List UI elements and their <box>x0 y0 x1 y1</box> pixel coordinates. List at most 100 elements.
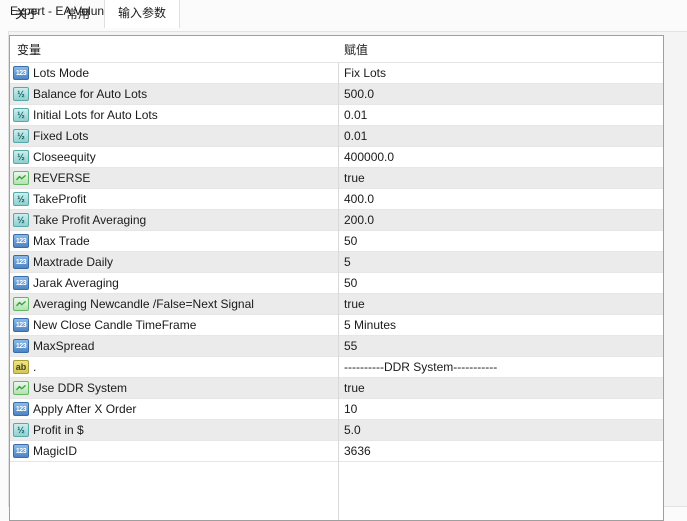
table-row[interactable]: ½ TakeProfit 400.0 <box>10 189 663 210</box>
table-row[interactable]: ½ Profit in $ 5.0 <box>10 420 663 441</box>
table-row[interactable]: Use DDR System true <box>10 378 663 399</box>
table-row[interactable]: 123 MagicID 3636 <box>10 441 663 462</box>
param-value[interactable]: 500.0 <box>344 87 375 101</box>
type-icon-glyph: ½ <box>17 151 25 162</box>
param-name-cell: 123 Lots Mode <box>10 63 338 83</box>
type-icon-glyph: ½ <box>17 130 25 141</box>
table-row[interactable]: ½ Balance for Auto Lots 500.0 <box>10 84 663 105</box>
table-row[interactable]: 123 Apply After X Order 10 <box>10 399 663 420</box>
bool-type-icon <box>13 381 29 395</box>
param-name-cell: ½ Take Profit Averaging <box>10 210 338 230</box>
type-icon-glyph: 123 <box>15 342 27 350</box>
type-icon-glyph: 123 <box>15 447 27 455</box>
type-icon-glyph: 123 <box>15 237 27 245</box>
param-value[interactable]: 3636 <box>344 444 371 458</box>
param-value[interactable]: 0.01 <box>344 108 368 122</box>
param-name: Take Profit Averaging <box>33 213 147 227</box>
param-name: Profit in $ <box>33 423 84 437</box>
double-type-icon: ½ <box>13 192 29 206</box>
column-divider <box>338 36 339 520</box>
param-name: Use DDR System <box>33 381 128 395</box>
param-value[interactable]: 10 <box>344 402 358 416</box>
type-icon-glyph: 123 <box>15 405 27 413</box>
table-row[interactable]: 123 MaxSpread 55 <box>10 336 663 357</box>
integer-type-icon: 123 <box>13 339 29 353</box>
param-value[interactable]: true <box>344 297 365 311</box>
zigzag-line-icon <box>16 175 26 181</box>
table-row[interactable]: REVERSE true <box>10 168 663 189</box>
param-name-cell: REVERSE <box>10 168 338 188</box>
param-value[interactable]: 50 <box>344 234 358 248</box>
zigzag-line-icon <box>16 301 26 307</box>
type-icon-glyph: ½ <box>17 88 25 99</box>
table-row[interactable]: 123 New Close Candle TimeFrame 5 Minutes <box>10 315 663 336</box>
param-name-cell: Averaging Newcandle /False=Next Signal <box>10 294 338 314</box>
param-name-cell: 123 MagicID <box>10 441 338 461</box>
param-name: MaxSpread <box>33 339 95 353</box>
param-name: Balance for Auto Lots <box>33 87 148 101</box>
table-row[interactable]: 123 Lots Mode Fix Lots <box>10 63 663 84</box>
param-value[interactable]: 200.0 <box>344 213 375 227</box>
param-name-cell: ½ Closeequity <box>10 147 338 167</box>
param-value[interactable]: true <box>344 381 365 395</box>
param-value[interactable]: 400000.0 <box>344 150 395 164</box>
param-value[interactable]: true <box>344 171 365 185</box>
table-row[interactable]: Averaging Newcandle /False=Next Signal t… <box>10 294 663 315</box>
type-icon-glyph: ½ <box>17 214 25 225</box>
table-header-row: 变量 赋值 <box>10 36 663 63</box>
integer-type-icon: 123 <box>13 276 29 290</box>
tab-about[interactable]: 关于 <box>15 7 40 21</box>
table-row[interactable]: ½ Initial Lots for Auto Lots 0.01 <box>10 105 663 126</box>
param-name: Max Trade <box>33 234 90 248</box>
param-name: New Close Candle TimeFrame <box>33 318 197 332</box>
double-type-icon: ½ <box>13 87 29 101</box>
param-name-cell: 123 Apply After X Order <box>10 399 338 419</box>
param-value[interactable]: 5 <box>344 255 351 269</box>
param-name: REVERSE <box>33 171 91 185</box>
zigzag-line-icon <box>16 385 26 391</box>
param-value[interactable]: 50 <box>344 276 358 290</box>
param-name-cell: 123 Jarak Averaging <box>10 273 338 293</box>
param-value[interactable]: Fix Lots <box>344 66 387 80</box>
table-row[interactable]: 123 Maxtrade Daily 5 <box>10 252 663 273</box>
table-row[interactable]: ab . ----------DDR System----------- <box>10 357 663 378</box>
param-name-cell: Use DDR System <box>10 378 338 398</box>
integer-type-icon: 123 <box>13 318 29 332</box>
param-name-cell: 123 Max Trade <box>10 231 338 251</box>
table-row[interactable]: ½ Fixed Lots 0.01 <box>10 126 663 147</box>
param-name: Apply After X Order <box>33 402 137 416</box>
param-value[interactable]: 5 Minutes <box>344 318 397 332</box>
param-name-cell: ab . <box>10 357 338 377</box>
param-name: Closeequity <box>33 150 96 164</box>
double-type-icon: ½ <box>13 213 29 227</box>
type-icon-glyph: ab <box>15 361 27 372</box>
double-type-icon: ½ <box>13 150 29 164</box>
type-icon-glyph: 123 <box>15 258 27 266</box>
table-row[interactable]: ½ Closeequity 400000.0 <box>10 147 663 168</box>
tab-common[interactable]: 常用 <box>66 7 91 21</box>
param-value[interactable]: 400.0 <box>344 192 375 206</box>
bool-type-icon <box>13 171 29 185</box>
header-variable: 变量 <box>17 42 42 57</box>
integer-type-icon: 123 <box>13 444 29 458</box>
table-row[interactable]: 123 Max Trade 50 <box>10 231 663 252</box>
param-name: Jarak Averaging <box>33 276 119 290</box>
param-name-cell: 123 MaxSpread <box>10 336 338 356</box>
window-title: Expert - EA Volunteer <box>10 4 125 18</box>
param-name-cell: ½ Initial Lots for Auto Lots <box>10 105 338 125</box>
table-row[interactable]: ½ Take Profit Averaging 200.0 <box>10 210 663 231</box>
tab-strip: 关于 常用 输入参数 <box>2 0 181 28</box>
bool-type-icon <box>13 297 29 311</box>
param-name-cell: 123 Maxtrade Daily <box>10 252 338 272</box>
type-icon-glyph: ½ <box>17 424 25 435</box>
double-type-icon: ½ <box>13 423 29 437</box>
header-value: 赋值 <box>344 42 369 57</box>
param-value[interactable]: 5.0 <box>344 423 361 437</box>
param-value[interactable]: ----------DDR System----------- <box>344 360 498 374</box>
table-row[interactable]: 123 Jarak Averaging 50 <box>10 273 663 294</box>
param-value[interactable]: 55 <box>344 339 358 353</box>
tab-input-parameters[interactable]: 输入参数 <box>104 0 181 28</box>
param-value[interactable]: 0.01 <box>344 129 368 143</box>
param-name: Maxtrade Daily <box>33 255 114 269</box>
type-icon-glyph: ½ <box>17 109 25 120</box>
